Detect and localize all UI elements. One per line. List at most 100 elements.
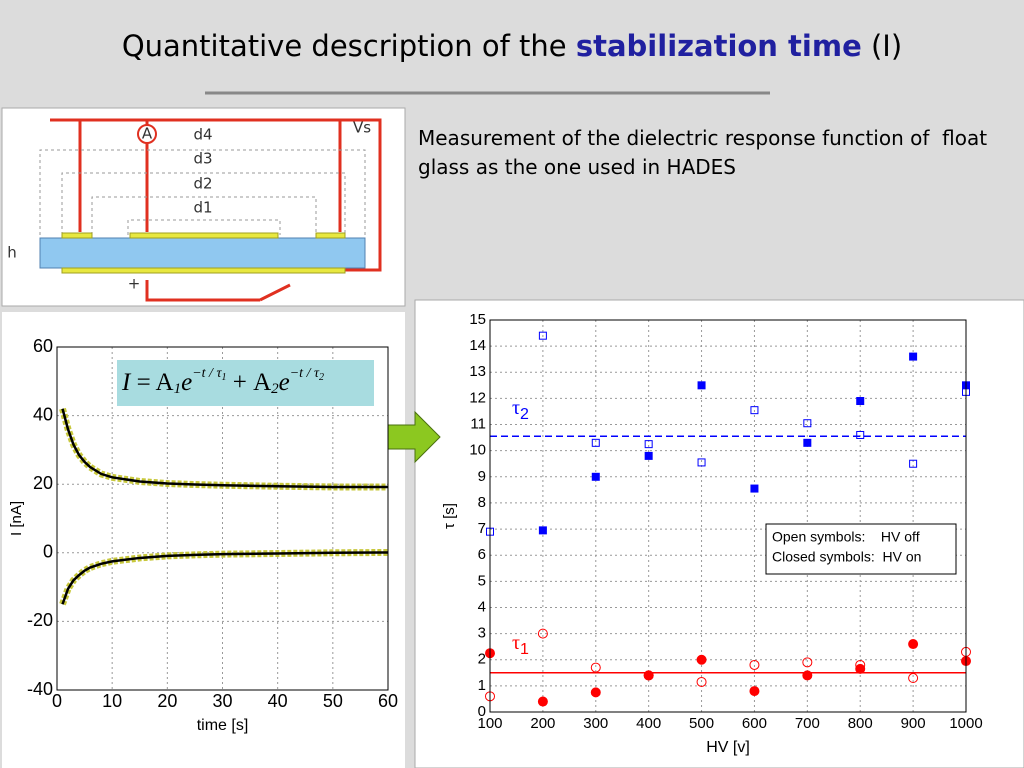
point [855, 663, 866, 674]
point [537, 696, 548, 707]
point [644, 451, 653, 460]
y-tick-label: 2 [478, 651, 486, 668]
x-tick-label: 800 [848, 715, 873, 732]
point [803, 438, 812, 447]
y-tick-label: 12 [469, 389, 486, 406]
eq-part: 2 [319, 372, 324, 383]
x-tick-label: 30 [212, 691, 232, 711]
y-axis-label: τ [s] [441, 503, 458, 529]
point [749, 686, 760, 697]
x-tick-label: 500 [689, 715, 714, 732]
x-tick-label: 0 [52, 691, 62, 711]
point [802, 657, 813, 668]
point [908, 639, 919, 650]
eq-part: 1 [221, 372, 226, 383]
point [696, 654, 707, 665]
eq-part: + A [226, 369, 271, 396]
y-tick-label: 15 [469, 311, 486, 328]
x-tick-label: 40 [268, 691, 288, 711]
title-highlight: stabilization time [576, 29, 862, 63]
equation: I = A1e−t / τ1 + A2e−t / τ2 [121, 366, 324, 397]
x-tick-label: 300 [583, 715, 608, 732]
x-tick-label: 700 [795, 715, 820, 732]
eq-part: 1 [174, 381, 182, 397]
eq-part: = A [130, 369, 173, 396]
title-text: Quantitative description of the [122, 29, 576, 63]
y-tick-label: 4 [478, 598, 486, 615]
y-tick-label: 0 [43, 542, 53, 562]
glass [39, 237, 366, 269]
x-tick-label: 10 [102, 691, 122, 711]
point [856, 397, 865, 406]
point [909, 459, 918, 468]
x-tick-label: 1000 [949, 715, 982, 732]
y-tick-label: 5 [478, 572, 486, 589]
y-tick-label: 1 [478, 677, 486, 694]
x-tick-label: 600 [742, 715, 767, 732]
label: + [128, 275, 141, 293]
ammeter [137, 124, 157, 144]
point [590, 687, 601, 698]
point [909, 352, 918, 361]
fit-line [61, 551, 389, 605]
x-axis-label: time [s] [197, 717, 249, 734]
point [538, 526, 547, 535]
plot-frame [56, 346, 389, 691]
label: d2 [193, 175, 212, 193]
x-tick-label: 200 [530, 715, 555, 732]
label: Vs [353, 119, 371, 137]
label: A [142, 125, 153, 143]
x-tick-label: 20 [157, 691, 177, 711]
annotation-sub: 2 [520, 406, 529, 423]
diagram-labels: A d4 d3 d2 d1 Vs h + [7, 119, 371, 293]
y-tick-label: 14 [469, 337, 486, 354]
point [697, 458, 706, 467]
fit-line [61, 408, 388, 489]
y-tick-label: 9 [478, 468, 486, 485]
y-axis-label: I [nA] [8, 501, 25, 536]
chart: 100 200 300 400 500 600 700 800 900 1000012345678… [441, 311, 983, 756]
label: d1 [193, 199, 212, 217]
x-tick-label: 400 [636, 715, 661, 732]
eq-part: 2 [271, 381, 279, 397]
y-tick-label: 60 [33, 336, 53, 356]
y-tick-label: 10 [469, 442, 486, 459]
x-axis-label: HV [v] [706, 739, 750, 756]
point [856, 430, 865, 439]
equation-box [117, 360, 374, 406]
y-tick-label: 40 [33, 404, 53, 424]
annotation-symbol: τ [512, 632, 520, 654]
point [590, 662, 601, 673]
point [591, 438, 600, 447]
point [908, 673, 919, 684]
plot-frame [489, 319, 967, 713]
label: d4 [193, 126, 212, 144]
y-tick-label: 3 [478, 625, 486, 642]
label: h [7, 244, 17, 262]
annotation: τ2 [512, 396, 529, 423]
point [591, 472, 600, 481]
electrode-diagram: A d4 d3 d2 d1 Vs h + [1, 107, 406, 307]
point [697, 381, 706, 390]
y-tick-label: 13 [469, 363, 486, 380]
x-tick-label: 900 [901, 715, 926, 732]
point [644, 440, 653, 449]
slide-title: Quantitative description of the stabiliz… [122, 29, 902, 63]
y-tick-label: 0 [478, 703, 486, 720]
description-box: Measurement of the dielectric response f… [418, 126, 987, 179]
plot-area [490, 320, 966, 712]
x-tick-label: 100 [477, 715, 502, 732]
annotation-sub: 1 [520, 641, 529, 658]
y-tick-label: 8 [478, 494, 486, 511]
electrodes [61, 232, 346, 274]
annotation: τ1 [512, 632, 529, 659]
y-tick-label: 20 [33, 473, 53, 493]
y-tick-label: 6 [478, 546, 486, 563]
title-text: (I) [862, 29, 902, 63]
eq-part: −t / τ [192, 366, 222, 381]
legend-entry: Closed symbols: HV on [772, 549, 921, 565]
point [749, 659, 760, 670]
legend-box [765, 523, 957, 575]
